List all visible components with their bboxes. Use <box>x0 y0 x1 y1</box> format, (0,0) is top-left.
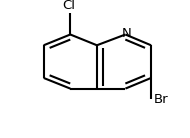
Text: N: N <box>121 27 131 40</box>
Text: Br: Br <box>154 93 169 106</box>
Text: Cl: Cl <box>62 0 75 12</box>
